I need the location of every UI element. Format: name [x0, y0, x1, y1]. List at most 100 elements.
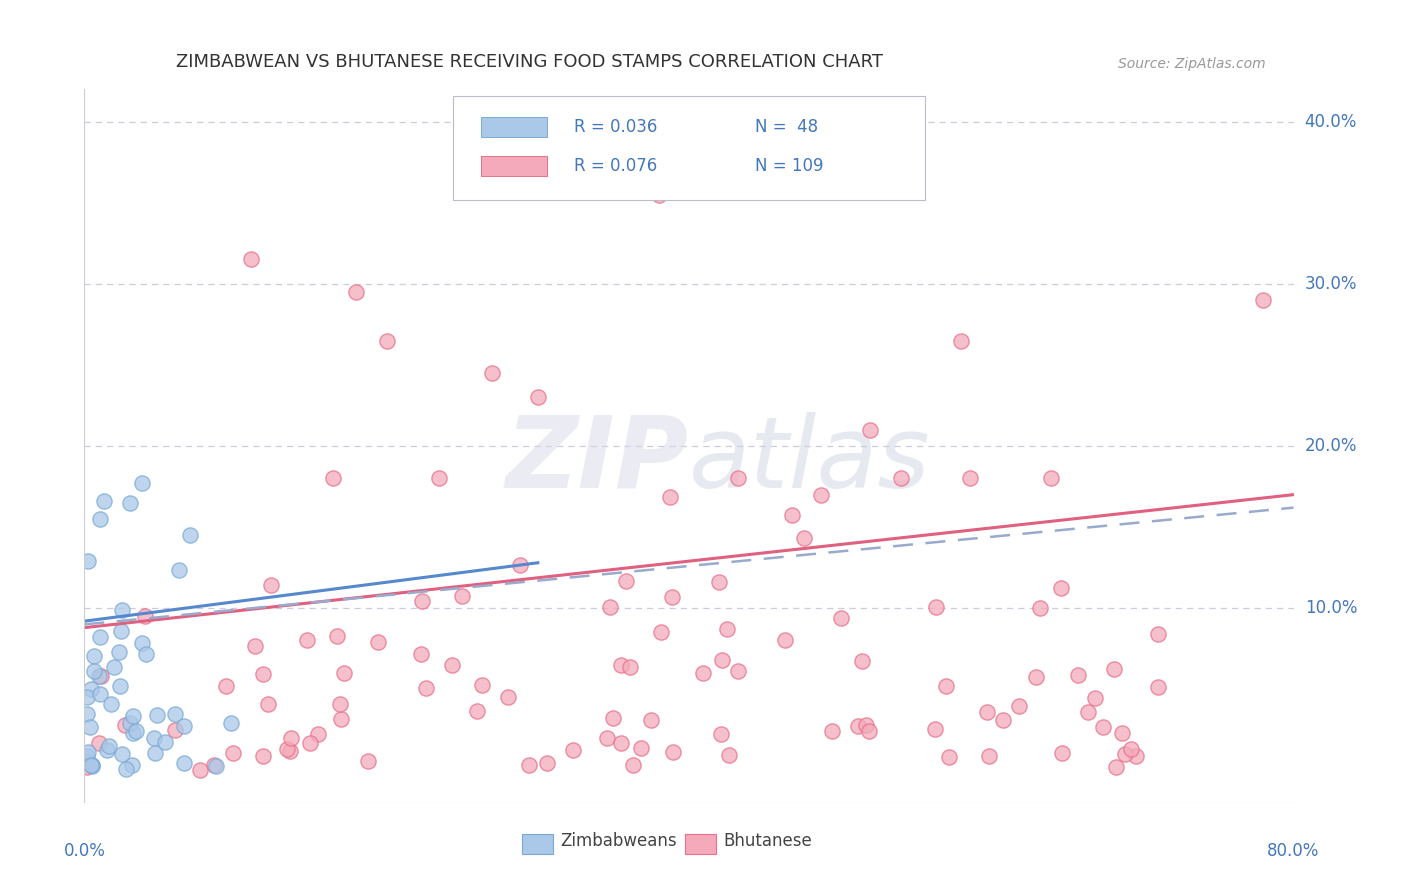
Point: [114, 762, 136, 776]
Point: [1091, 720, 1114, 734]
Point: [527, 390, 550, 404]
Point: [991, 713, 1014, 727]
Point: [1076, 705, 1098, 719]
Point: [596, 731, 619, 746]
Point: [481, 366, 503, 380]
Point: [110, 624, 132, 638]
Point: [333, 666, 356, 681]
Point: [773, 632, 796, 647]
Point: [614, 574, 637, 588]
Point: [498, 690, 520, 705]
Point: [610, 736, 633, 750]
Point: [648, 187, 671, 202]
Point: [692, 666, 714, 681]
Point: [135, 648, 157, 662]
Text: R = 0.036: R = 0.036: [574, 118, 658, 136]
Point: [307, 727, 329, 741]
Point: [108, 679, 131, 693]
Point: [855, 718, 877, 732]
Point: [1039, 471, 1062, 485]
Point: [83, 664, 105, 678]
Point: [1029, 601, 1052, 615]
Point: [169, 563, 191, 577]
Point: [90, 669, 112, 683]
Point: [121, 726, 143, 740]
FancyBboxPatch shape: [481, 155, 547, 176]
Text: Bhutanese: Bhutanese: [723, 832, 813, 850]
Point: [415, 681, 437, 695]
Point: [440, 657, 463, 672]
Point: [1125, 748, 1147, 763]
Point: [367, 634, 389, 648]
Point: [80, 681, 103, 696]
Point: [509, 558, 531, 572]
Point: [89, 668, 111, 682]
Point: [96, 742, 118, 756]
Point: [1104, 663, 1126, 677]
Point: [561, 743, 583, 757]
Point: [76, 707, 98, 722]
Point: [411, 594, 433, 608]
FancyBboxPatch shape: [481, 117, 547, 137]
Point: [662, 745, 685, 759]
Point: [222, 746, 245, 760]
Point: [103, 660, 125, 674]
Point: [935, 680, 957, 694]
Point: [858, 723, 880, 738]
Point: [711, 653, 734, 667]
Point: [260, 578, 283, 592]
Point: [1050, 581, 1073, 595]
Text: 0.0%: 0.0%: [63, 842, 105, 860]
Point: [131, 636, 153, 650]
Point: [111, 747, 134, 762]
Point: [219, 716, 242, 731]
Point: [83, 648, 105, 663]
Point: [202, 758, 225, 772]
Point: [451, 589, 474, 603]
Point: [710, 727, 733, 741]
Point: [707, 574, 730, 589]
Point: [471, 678, 494, 692]
Point: [658, 490, 681, 504]
Text: R = 0.076: R = 0.076: [574, 157, 658, 175]
Point: [252, 667, 274, 681]
Text: 10.0%: 10.0%: [1305, 599, 1357, 617]
Point: [114, 718, 136, 732]
FancyBboxPatch shape: [453, 96, 925, 200]
Point: [924, 723, 946, 737]
Point: [329, 697, 352, 711]
Point: [1084, 690, 1107, 705]
Point: [1111, 726, 1133, 740]
Point: [718, 748, 741, 763]
Point: [661, 590, 683, 604]
Point: [257, 697, 280, 711]
Text: ZIMBABWEAN VS BHUTANESE RECEIVING FOOD STAMPS CORRELATION CHART: ZIMBABWEAN VS BHUTANESE RECEIVING FOOD S…: [176, 54, 883, 71]
Point: [79, 720, 101, 734]
Text: N = 109: N = 109: [755, 157, 824, 175]
Point: [80, 758, 103, 772]
Point: [602, 711, 624, 725]
Point: [124, 724, 146, 739]
Point: [89, 512, 111, 526]
Point: [145, 708, 167, 723]
Point: [976, 705, 998, 719]
Point: [599, 599, 621, 614]
Point: [1067, 668, 1090, 682]
Point: [1147, 627, 1170, 641]
Point: [297, 632, 319, 647]
Point: [780, 508, 803, 522]
Point: [890, 471, 912, 485]
Point: [1147, 680, 1170, 694]
Point: [950, 334, 973, 348]
Point: [1253, 293, 1275, 307]
Point: [93, 493, 115, 508]
Text: 20.0%: 20.0%: [1305, 437, 1357, 455]
Point: [173, 718, 195, 732]
Point: [131, 476, 153, 491]
Point: [111, 602, 134, 616]
Point: [346, 285, 368, 299]
Point: [82, 759, 104, 773]
Point: [205, 759, 228, 773]
Point: [977, 748, 1000, 763]
Point: [465, 704, 488, 718]
